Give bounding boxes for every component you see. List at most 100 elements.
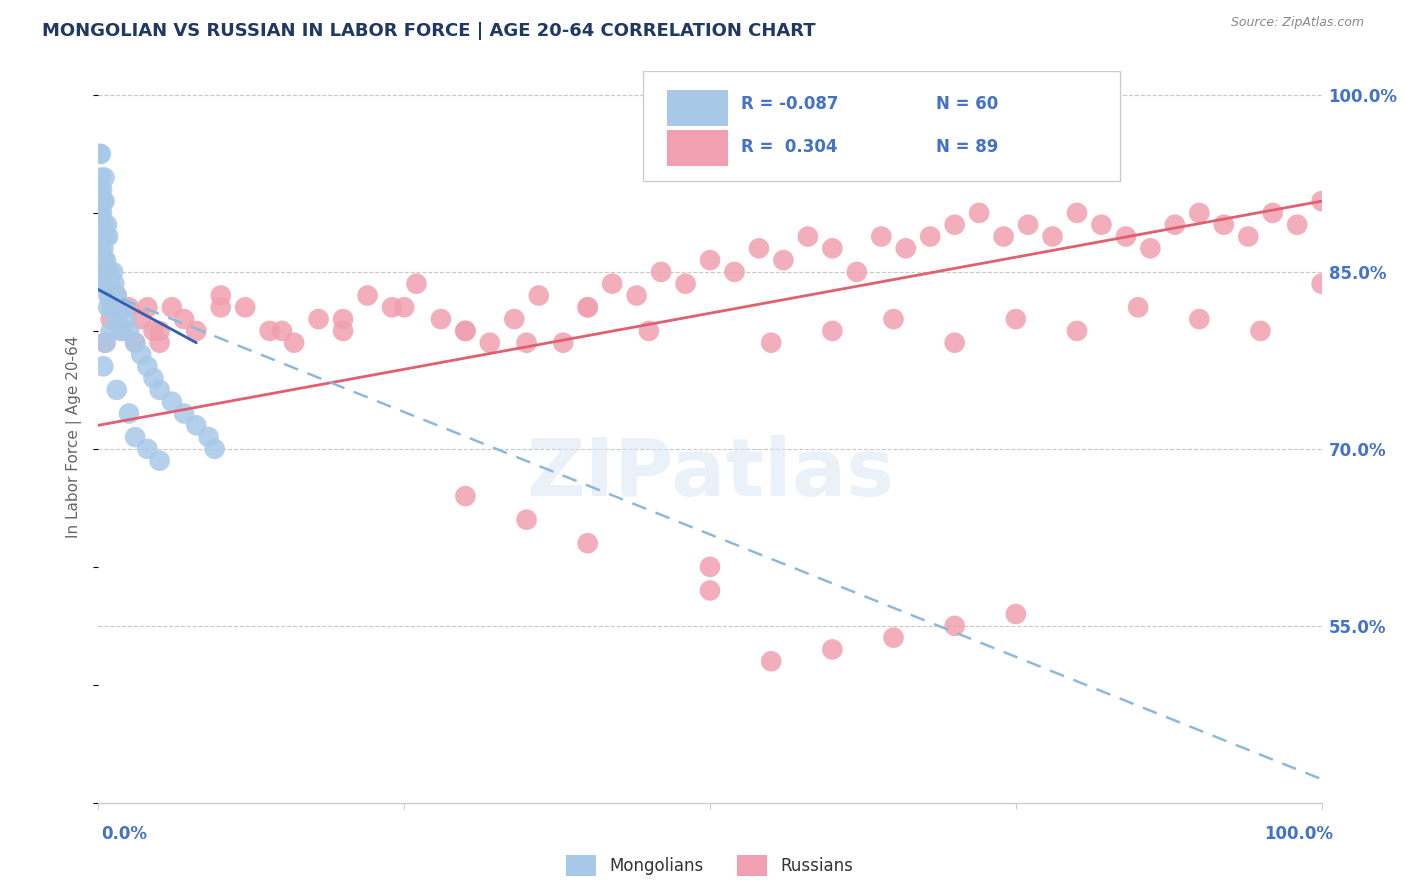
Point: [1286, 218, 1309, 232]
Point: [576, 301, 599, 315]
Point: [332, 324, 354, 338]
Point: [100, 277, 122, 291]
Point: [100, 312, 122, 326]
Point: [93, 170, 115, 185]
Point: [94, 335, 117, 350]
Point: [118, 301, 141, 315]
Point: [920, 229, 942, 244]
Point: [89, 253, 111, 268]
Point: [209, 288, 232, 302]
Point: [94, 253, 117, 268]
Point: [600, 277, 623, 291]
Point: [894, 241, 917, 255]
Point: [943, 335, 966, 350]
Point: [100, 288, 122, 302]
Point: [1066, 324, 1088, 338]
Point: [90, 218, 112, 232]
Point: [454, 324, 477, 338]
Bar: [668, 130, 728, 167]
Point: [1237, 229, 1260, 244]
Point: [675, 277, 697, 291]
Point: [97, 229, 120, 244]
Point: [1310, 194, 1333, 208]
Point: [91, 277, 114, 291]
Point: [1017, 218, 1039, 232]
Point: [821, 324, 844, 338]
Point: [105, 312, 128, 326]
Point: [97, 301, 120, 315]
Point: [97, 288, 120, 302]
Point: [89, 147, 111, 161]
Point: [699, 583, 721, 598]
Point: [943, 218, 966, 232]
Point: [91, 206, 114, 220]
Point: [553, 335, 575, 350]
Text: R =  0.304: R = 0.304: [741, 137, 837, 156]
Point: [136, 359, 159, 374]
Point: [308, 312, 330, 326]
Point: [90, 241, 112, 255]
Point: [149, 383, 172, 397]
Point: [111, 324, 134, 338]
Point: [89, 229, 111, 244]
Point: [454, 489, 477, 503]
Point: [90, 170, 112, 185]
Point: [149, 453, 172, 467]
Point: [91, 241, 114, 255]
Point: [149, 335, 172, 350]
Point: [160, 301, 183, 315]
Point: [233, 301, 256, 315]
Point: [430, 312, 453, 326]
Point: [576, 301, 599, 315]
Point: [527, 288, 550, 302]
Point: [1250, 324, 1272, 338]
Point: [283, 335, 305, 350]
Legend: Mongolians, Russians: Mongolians, Russians: [560, 848, 860, 882]
Point: [883, 312, 905, 326]
Point: [761, 335, 783, 350]
Point: [454, 324, 477, 338]
Point: [1164, 218, 1187, 232]
Point: [91, 229, 114, 244]
Point: [93, 194, 115, 208]
Text: R = -0.087: R = -0.087: [741, 95, 838, 113]
Point: [1212, 218, 1234, 232]
Text: N = 60: N = 60: [936, 95, 998, 113]
Point: [105, 288, 128, 302]
Point: [98, 265, 121, 279]
Point: [124, 335, 146, 350]
Point: [381, 301, 404, 315]
Point: [478, 335, 501, 350]
Point: [114, 312, 136, 326]
Point: [94, 229, 117, 244]
Point: [1310, 277, 1333, 291]
Point: [1188, 206, 1211, 220]
Point: [89, 182, 111, 196]
Point: [186, 418, 208, 433]
Point: [136, 442, 159, 456]
Point: [870, 229, 893, 244]
Point: [1261, 206, 1284, 220]
Point: [723, 265, 745, 279]
Point: [93, 253, 115, 268]
Point: [129, 312, 152, 326]
Text: Source: ZipAtlas.com: Source: ZipAtlas.com: [1230, 16, 1364, 29]
FancyBboxPatch shape: [643, 71, 1119, 181]
Point: [173, 312, 195, 326]
Point: [699, 253, 721, 268]
Point: [96, 277, 118, 291]
Point: [1042, 229, 1064, 244]
Point: [883, 631, 905, 645]
Point: [160, 394, 183, 409]
Point: [650, 265, 672, 279]
Text: N = 89: N = 89: [936, 137, 998, 156]
Point: [204, 442, 226, 456]
Point: [1139, 241, 1161, 255]
Point: [1066, 206, 1088, 220]
Point: [91, 359, 114, 374]
Point: [772, 253, 794, 268]
Point: [186, 324, 208, 338]
Point: [105, 383, 128, 397]
Point: [356, 288, 378, 302]
Point: [209, 301, 232, 315]
